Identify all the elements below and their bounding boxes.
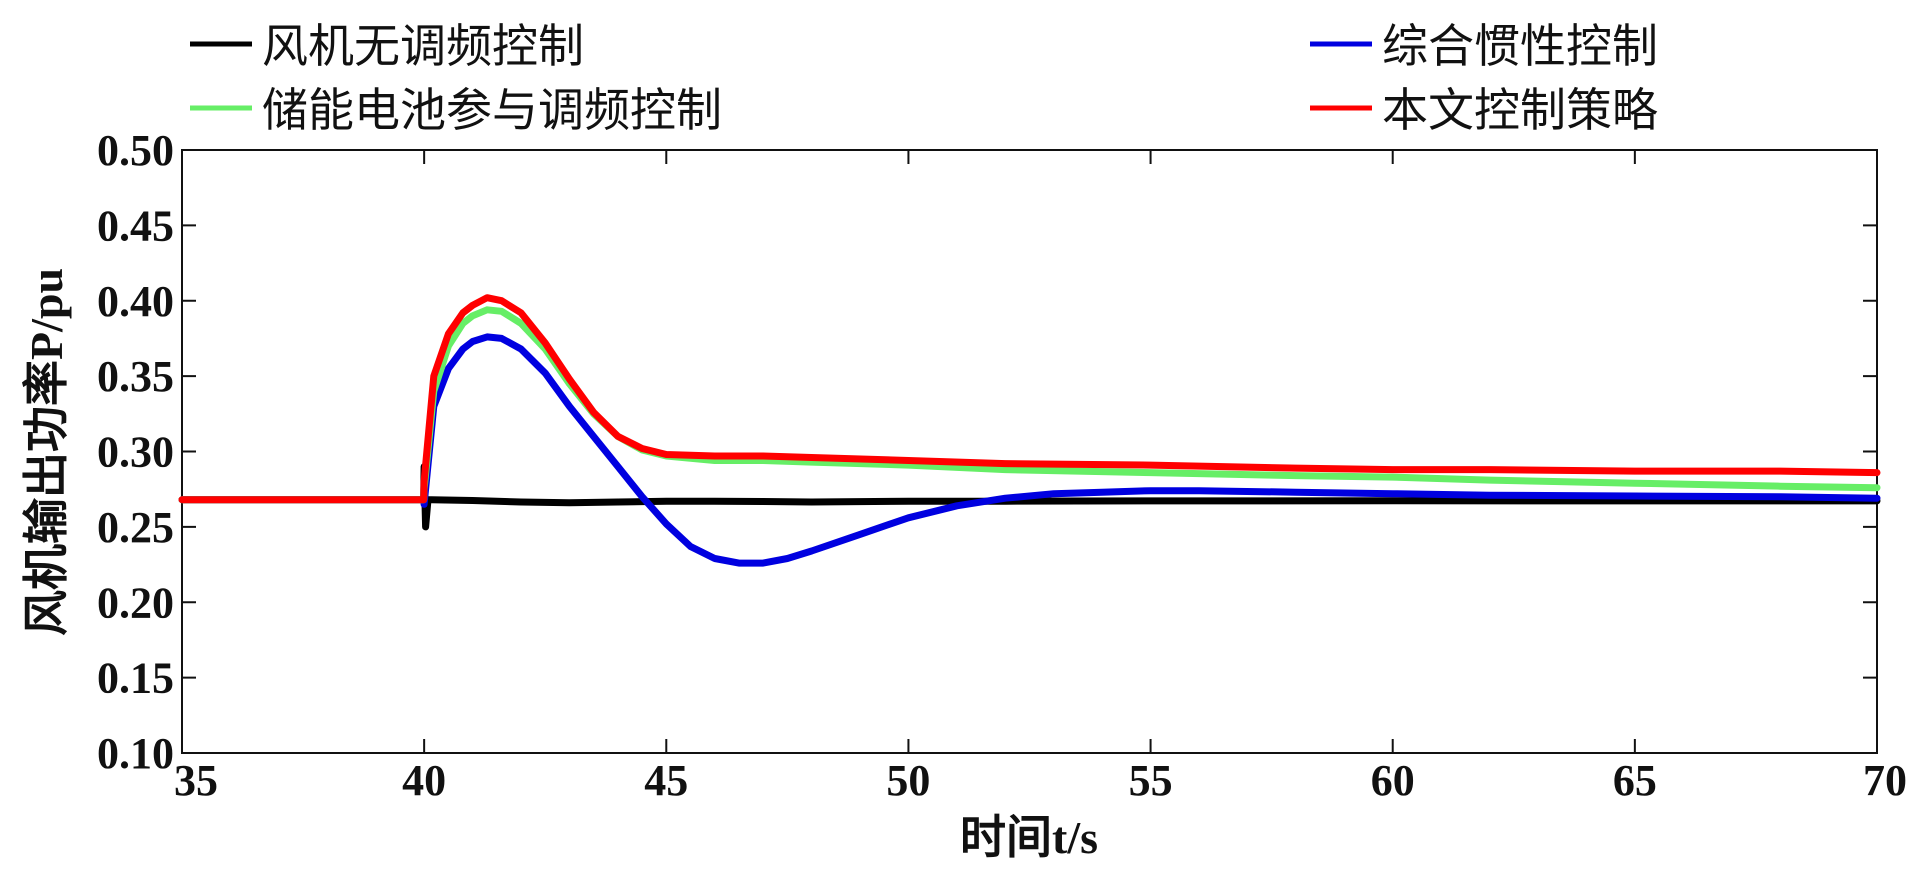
legend-item-2: 储能电池参与调频控制 — [190, 83, 722, 137]
legend-item-1: 综合惯性控制 — [1310, 19, 1658, 73]
x-tick-label: 50 — [886, 756, 930, 805]
y-tick-label: 0.45 — [97, 201, 174, 250]
x-tick-label: 40 — [402, 756, 446, 805]
x-tick-label: 55 — [1129, 756, 1173, 805]
series-line-1 — [178, 333, 1881, 567]
y-axis-label: 风机输出功率P/pu — [21, 268, 72, 636]
y-tick-label: 0.20 — [97, 578, 174, 627]
x-tick-label: 65 — [1613, 756, 1657, 805]
x-tick-label: 45 — [644, 756, 688, 805]
y-tick-label: 0.25 — [97, 503, 174, 552]
legend-item-3: 本文控制策略 — [1310, 83, 1658, 137]
x-axis-label: 时间t/s — [960, 812, 1098, 863]
y-tick-label: 0.35 — [97, 352, 174, 401]
legend-label-1: 综合惯性控制 — [1382, 19, 1658, 73]
chart-legend: 风机无调频控制 综合惯性控制 储能电池参与调频控制 本文控制策略 — [190, 19, 1658, 137]
y-tick-label: 0.30 — [97, 428, 174, 477]
plot-area-frame — [181, 149, 1878, 754]
y-tick-label: 0.50 — [97, 126, 174, 175]
series-line-3 — [178, 294, 1881, 504]
legend-item-0: 风机无调频控制 — [190, 19, 584, 73]
y-axis-ticks: 0.10 0.15 0.20 0.25 0.30 0.35 0.40 0.45 0.50 — [97, 126, 1877, 778]
y-tick-label: 0.10 — [97, 729, 174, 778]
x-axis-ticks: 35 40 45 50 55 60 65 70 — [174, 150, 1907, 805]
series-layer — [178, 294, 1881, 567]
x-tick-label: 70 — [1863, 756, 1907, 805]
x-tick-label: 60 — [1371, 756, 1415, 805]
y-tick-label: 0.15 — [97, 654, 174, 703]
x-tick-label: 35 — [174, 756, 218, 805]
y-tick-label: 0.40 — [97, 277, 174, 326]
legend-label-3: 本文控制策略 — [1382, 83, 1658, 137]
legend-label-0: 风机无调频控制 — [262, 19, 584, 73]
legend-label-2: 储能电池参与调频控制 — [262, 83, 722, 137]
